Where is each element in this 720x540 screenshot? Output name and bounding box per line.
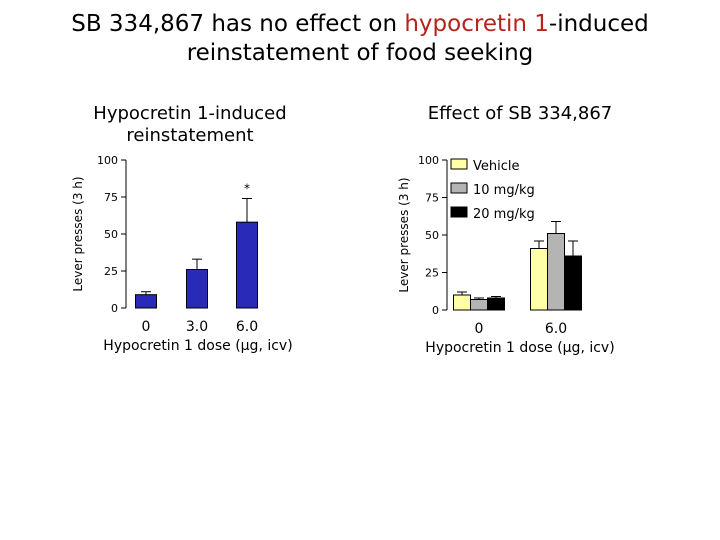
y-tick-label: 0 (111, 302, 118, 315)
legend-swatch (450, 206, 468, 218)
bar (487, 297, 505, 311)
bar (470, 299, 488, 311)
x-tick-label: 6.0 (545, 321, 567, 337)
y-axis-title: Lever presses (3 h) (71, 176, 85, 291)
slide-title: SB 334,867 has no effect on hypocretin 1… (0, 10, 720, 68)
right-chart-title: Effect of SB 334,867 (427, 103, 613, 124)
x-tick-label: 6.0 (236, 319, 258, 335)
legend-label: 20 mg/kg (473, 207, 535, 222)
title-highlight: hypocretin 1 (404, 11, 549, 37)
x-axis-title: Hypocretin 1 dose (µg, icv) (103, 338, 292, 354)
bar (530, 248, 548, 311)
y-tick-label: 75 (425, 192, 439, 205)
bar (453, 294, 471, 311)
bar (186, 269, 208, 309)
bar (236, 221, 258, 309)
bar (135, 294, 157, 309)
y-axis-title: Lever presses (3 h) (397, 177, 411, 292)
y-tick-label: 0 (432, 304, 439, 317)
y-tick-label: 100 (97, 154, 118, 167)
left-chart-title-line1: Hypocretin 1-induced (93, 103, 287, 124)
left-chart-title-line2: reinstatement (126, 125, 254, 146)
title-text-part2: -induced (548, 11, 649, 37)
bar (547, 233, 565, 311)
legend-label: Vehicle (473, 159, 520, 174)
x-tick-label: 0 (475, 321, 484, 337)
x-tick-label: 0 (142, 319, 151, 335)
y-tick-label: 50 (425, 229, 439, 242)
left-chart: 0 25 50 75 100 Lever presses (3 h) 0 3.0 6.0 * Hyp… (71, 154, 293, 354)
left-chart-title: Hypocretin 1-induced reinstatement (60, 103, 320, 147)
slide-title-line1: SB 334,867 has no effect on hypocretin 1… (0, 10, 720, 39)
y-tick-label: 100 (418, 154, 439, 167)
x-axis-title: Hypocretin 1 dose (µg, icv) (425, 340, 614, 356)
right-chart: 0 25 50 75 100 Lever presses (3 h) 0 6.0 Hypocre… (397, 154, 615, 356)
title-text-part1: SB 334,867 has no effect on (71, 11, 405, 37)
significance-marker: * (244, 181, 250, 195)
slide-title-line2: reinstatement of food seeking (186, 40, 534, 66)
y-tick-label: 50 (104, 228, 118, 241)
legend-label: 10 mg/kg (473, 183, 535, 198)
legend-swatch (450, 158, 468, 170)
bar (564, 255, 582, 311)
x-tick-label: 3.0 (186, 319, 208, 335)
legend-swatch (450, 182, 468, 194)
y-tick-label: 75 (104, 191, 118, 204)
y-tick-label: 25 (104, 265, 118, 278)
y-tick-label: 25 (425, 267, 439, 280)
